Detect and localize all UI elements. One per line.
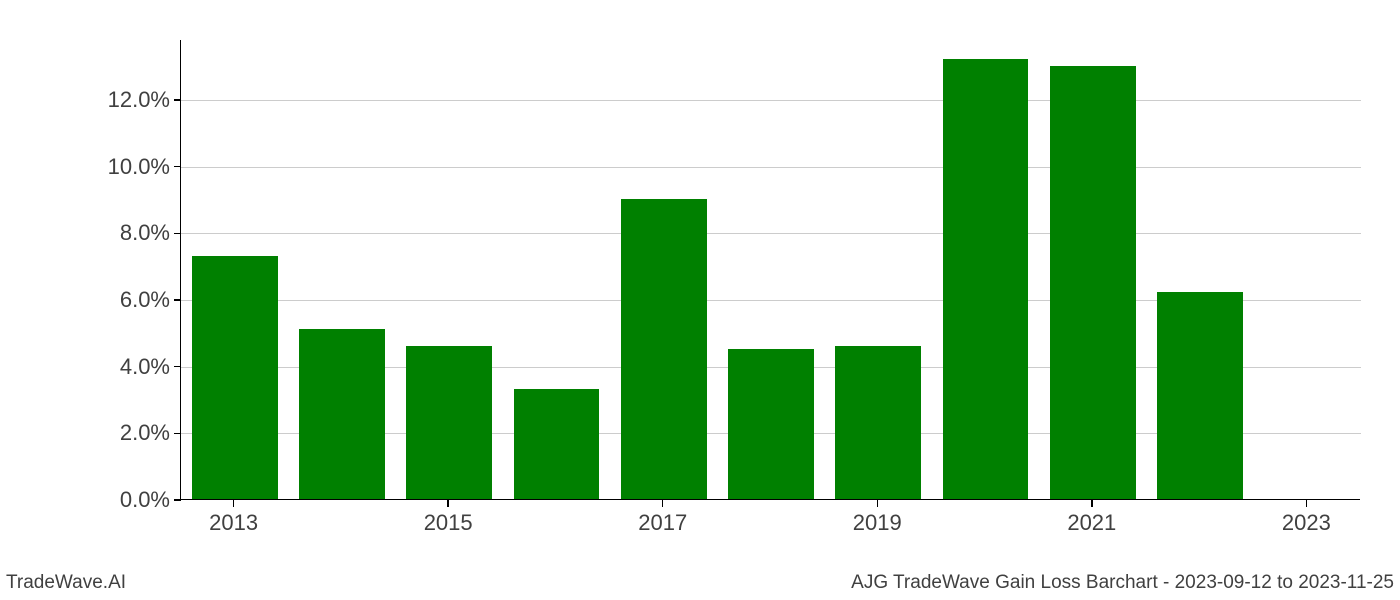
bar — [728, 349, 814, 499]
bar — [192, 256, 278, 499]
xtick-label: 2021 — [1067, 510, 1116, 536]
bar — [406, 346, 492, 499]
gridline — [181, 167, 1361, 168]
ytick-label: 0.0% — [10, 487, 170, 513]
bar — [621, 199, 707, 499]
gridline — [181, 100, 1361, 101]
footer-brand: TradeWave.AI — [6, 572, 126, 594]
ytick-label: 4.0% — [10, 354, 170, 380]
gridline — [181, 233, 1361, 234]
ytick-label: 6.0% — [10, 287, 170, 313]
ytick-mark — [174, 499, 181, 501]
xtick-label: 2019 — [853, 510, 902, 536]
ytick-mark — [174, 99, 181, 101]
ytick-mark — [174, 299, 181, 301]
xtick-mark — [1306, 500, 1308, 507]
ytick-mark — [174, 433, 181, 435]
ytick-label: 10.0% — [10, 154, 170, 180]
xtick-mark — [877, 500, 879, 507]
bar — [514, 389, 600, 499]
ytick-label: 12.0% — [10, 87, 170, 113]
xtick-mark — [1091, 500, 1093, 507]
footer-caption: AJG TradeWave Gain Loss Barchart - 2023-… — [851, 572, 1394, 594]
bar — [1050, 66, 1136, 499]
ytick-mark — [174, 166, 181, 168]
xtick-label: 2015 — [424, 510, 473, 536]
plot-area — [180, 40, 1360, 500]
bar — [1157, 292, 1243, 499]
xtick-label: 2023 — [1282, 510, 1331, 536]
xtick-mark — [233, 500, 235, 507]
xtick-mark — [662, 500, 664, 507]
xtick-label: 2017 — [638, 510, 687, 536]
ytick-label: 2.0% — [10, 420, 170, 446]
barchart: 0.0%2.0%4.0%6.0%8.0%10.0%12.0%2013201520… — [180, 40, 1360, 530]
xtick-mark — [447, 500, 449, 507]
ytick-mark — [174, 366, 181, 368]
ytick-mark — [174, 233, 181, 235]
xtick-label: 2013 — [209, 510, 258, 536]
bar — [943, 59, 1029, 499]
ytick-label: 8.0% — [10, 220, 170, 246]
bar — [835, 346, 921, 499]
bar — [299, 329, 385, 499]
